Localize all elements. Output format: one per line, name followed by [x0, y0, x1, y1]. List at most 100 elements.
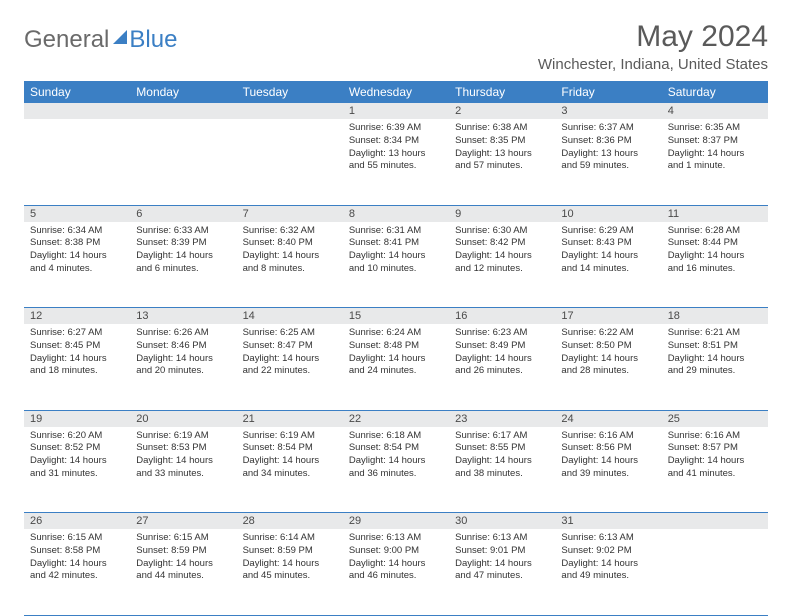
sunrise-line: Sunrise: 6:15 AM [30, 532, 124, 545]
day-detail: Sunrise: 6:32 AMSunset: 8:40 PMDaylight:… [237, 222, 343, 280]
day-detail: Sunrise: 6:29 AMSunset: 8:43 PMDaylight:… [555, 222, 661, 280]
sunset-line: Sunset: 9:02 PM [561, 545, 655, 558]
daylight-line: Daylight: 14 hours and 42 minutes. [30, 558, 124, 584]
daylight-line: Daylight: 14 hours and 31 minutes. [30, 455, 124, 481]
day-detail-cell [130, 119, 236, 205]
daylight-line: Daylight: 14 hours and 24 minutes. [349, 353, 443, 379]
sunset-line: Sunset: 8:57 PM [668, 442, 762, 455]
day-detail-cell: Sunrise: 6:19 AMSunset: 8:54 PMDaylight:… [237, 427, 343, 513]
daynum-row: 12131415161718 [24, 308, 768, 325]
day-detail: Sunrise: 6:15 AMSunset: 8:59 PMDaylight:… [130, 529, 236, 587]
daynum-row: 19202122232425 [24, 410, 768, 427]
day-detail: Sunrise: 6:19 AMSunset: 8:54 PMDaylight:… [237, 427, 343, 485]
day-detail: Sunrise: 6:22 AMSunset: 8:50 PMDaylight:… [555, 324, 661, 382]
page-header: General Blue May 2024 Winchester, Indian… [24, 20, 768, 73]
day-detail-cell: Sunrise: 6:19 AMSunset: 8:53 PMDaylight:… [130, 427, 236, 513]
day-detail: Sunrise: 6:13 AMSunset: 9:01 PMDaylight:… [449, 529, 555, 587]
day-detail-cell: Sunrise: 6:31 AMSunset: 8:41 PMDaylight:… [343, 222, 449, 308]
sunrise-line: Sunrise: 6:29 AM [561, 225, 655, 238]
sunset-line: Sunset: 8:53 PM [136, 442, 230, 455]
sunrise-line: Sunrise: 6:26 AM [136, 327, 230, 340]
day-number-cell: 5 [24, 205, 130, 222]
day-number-cell: 22 [343, 410, 449, 427]
day-detail: Sunrise: 6:16 AMSunset: 8:57 PMDaylight:… [662, 427, 768, 485]
sunrise-line: Sunrise: 6:37 AM [561, 122, 655, 135]
day-detail-cell: Sunrise: 6:13 AMSunset: 9:01 PMDaylight:… [449, 529, 555, 615]
sunrise-line: Sunrise: 6:22 AM [561, 327, 655, 340]
day-number-cell: 8 [343, 205, 449, 222]
day-detail: Sunrise: 6:23 AMSunset: 8:49 PMDaylight:… [449, 324, 555, 382]
day-detail: Sunrise: 6:20 AMSunset: 8:52 PMDaylight:… [24, 427, 130, 485]
day-header: Wednesday [343, 81, 449, 103]
sunrise-line: Sunrise: 6:21 AM [668, 327, 762, 340]
day-detail-cell: Sunrise: 6:30 AMSunset: 8:42 PMDaylight:… [449, 222, 555, 308]
daylight-line: Daylight: 14 hours and 20 minutes. [136, 353, 230, 379]
day-number-cell: 4 [662, 103, 768, 119]
daylight-line: Daylight: 14 hours and 22 minutes. [243, 353, 337, 379]
daylight-line: Daylight: 14 hours and 33 minutes. [136, 455, 230, 481]
day-number-cell: 10 [555, 205, 661, 222]
day-number-cell: 27 [130, 513, 236, 530]
sunset-line: Sunset: 8:50 PM [561, 340, 655, 353]
daynum-row: 262728293031 [24, 513, 768, 530]
day-number-cell: 25 [662, 410, 768, 427]
detail-row: Sunrise: 6:20 AMSunset: 8:52 PMDaylight:… [24, 427, 768, 513]
daylight-line: Daylight: 14 hours and 34 minutes. [243, 455, 337, 481]
daylight-line: Daylight: 13 hours and 57 minutes. [455, 148, 549, 174]
day-detail: Sunrise: 6:19 AMSunset: 8:53 PMDaylight:… [130, 427, 236, 485]
sunrise-line: Sunrise: 6:16 AM [561, 430, 655, 443]
sunset-line: Sunset: 8:38 PM [30, 237, 124, 250]
daylight-line: Daylight: 14 hours and 44 minutes. [136, 558, 230, 584]
day-detail: Sunrise: 6:16 AMSunset: 8:56 PMDaylight:… [555, 427, 661, 485]
daylight-line: Daylight: 14 hours and 49 minutes. [561, 558, 655, 584]
daylight-line: Daylight: 14 hours and 8 minutes. [243, 250, 337, 276]
sunrise-line: Sunrise: 6:19 AM [136, 430, 230, 443]
detail-row: Sunrise: 6:34 AMSunset: 8:38 PMDaylight:… [24, 222, 768, 308]
daynum-row: 1234 [24, 103, 768, 119]
daylight-line: Daylight: 14 hours and 18 minutes. [30, 353, 124, 379]
day-detail-cell: Sunrise: 6:20 AMSunset: 8:52 PMDaylight:… [24, 427, 130, 513]
sunrise-line: Sunrise: 6:24 AM [349, 327, 443, 340]
sunset-line: Sunset: 8:54 PM [243, 442, 337, 455]
day-number-cell: 23 [449, 410, 555, 427]
day-detail: Sunrise: 6:30 AMSunset: 8:42 PMDaylight:… [449, 222, 555, 280]
sunrise-line: Sunrise: 6:25 AM [243, 327, 337, 340]
daylight-line: Daylight: 14 hours and 39 minutes. [561, 455, 655, 481]
daylight-line: Daylight: 14 hours and 46 minutes. [349, 558, 443, 584]
day-detail-cell: Sunrise: 6:25 AMSunset: 8:47 PMDaylight:… [237, 324, 343, 410]
day-header: Monday [130, 81, 236, 103]
sunset-line: Sunset: 8:55 PM [455, 442, 549, 455]
sunset-line: Sunset: 8:37 PM [668, 135, 762, 148]
day-number-cell: 18 [662, 308, 768, 325]
day-number-cell: 17 [555, 308, 661, 325]
sunrise-line: Sunrise: 6:38 AM [455, 122, 549, 135]
day-detail-cell: Sunrise: 6:22 AMSunset: 8:50 PMDaylight:… [555, 324, 661, 410]
sunrise-line: Sunrise: 6:15 AM [136, 532, 230, 545]
day-number-cell: 30 [449, 513, 555, 530]
location-label: Winchester, Indiana, United States [538, 56, 768, 73]
day-number-cell: 26 [24, 513, 130, 530]
day-number-cell: 15 [343, 308, 449, 325]
day-detail: Sunrise: 6:39 AMSunset: 8:34 PMDaylight:… [343, 119, 449, 177]
brand-logo: General Blue [24, 20, 177, 54]
day-number-cell: 6 [130, 205, 236, 222]
sunset-line: Sunset: 8:51 PM [668, 340, 762, 353]
daylight-line: Daylight: 14 hours and 4 minutes. [30, 250, 124, 276]
sunset-line: Sunset: 8:36 PM [561, 135, 655, 148]
day-detail: Sunrise: 6:25 AMSunset: 8:47 PMDaylight:… [237, 324, 343, 382]
sunrise-line: Sunrise: 6:23 AM [455, 327, 549, 340]
day-detail-cell: Sunrise: 6:13 AMSunset: 9:02 PMDaylight:… [555, 529, 661, 615]
sunset-line: Sunset: 9:01 PM [455, 545, 549, 558]
daylight-line: Daylight: 14 hours and 41 minutes. [668, 455, 762, 481]
day-number-cell: 7 [237, 205, 343, 222]
sunrise-line: Sunrise: 6:13 AM [455, 532, 549, 545]
daynum-row: 567891011 [24, 205, 768, 222]
day-detail-cell: Sunrise: 6:16 AMSunset: 8:57 PMDaylight:… [662, 427, 768, 513]
day-detail-cell: Sunrise: 6:27 AMSunset: 8:45 PMDaylight:… [24, 324, 130, 410]
sunrise-line: Sunrise: 6:17 AM [455, 430, 549, 443]
day-detail-cell [237, 119, 343, 205]
sunrise-line: Sunrise: 6:31 AM [349, 225, 443, 238]
sunset-line: Sunset: 8:40 PM [243, 237, 337, 250]
detail-row: Sunrise: 6:39 AMSunset: 8:34 PMDaylight:… [24, 119, 768, 205]
sunset-line: Sunset: 8:35 PM [455, 135, 549, 148]
